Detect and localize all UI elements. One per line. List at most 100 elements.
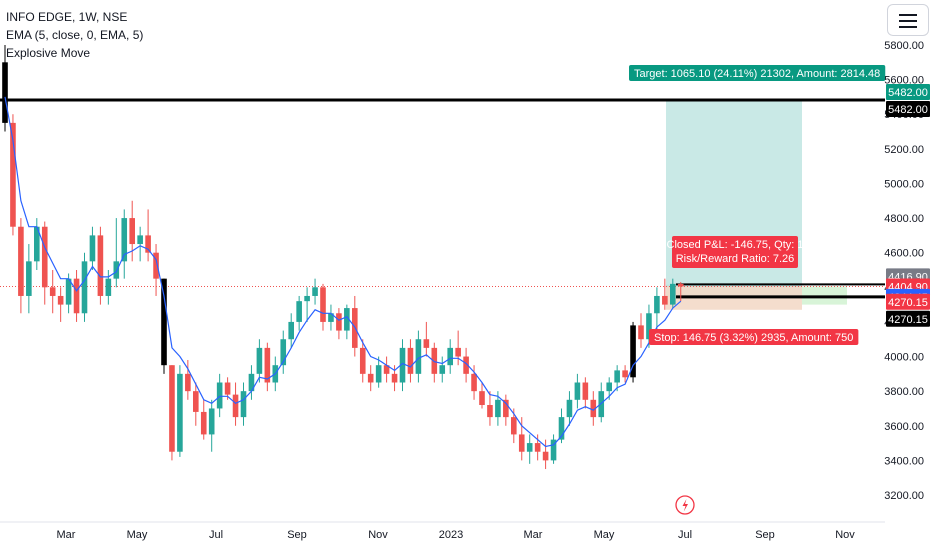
stop-label[interactable]: Stop: 146.75 (3.32%) 2935, Amount: 750 xyxy=(649,329,859,345)
candle-body xyxy=(495,399,501,418)
menu-button[interactable] xyxy=(887,4,929,36)
ema-line xyxy=(4,96,682,448)
candle xyxy=(375,356,382,388)
candle xyxy=(566,391,573,426)
candle xyxy=(2,45,8,132)
candle-body xyxy=(224,382,231,395)
indicator-label[interactable]: EMA (5, close, 0, EMA, 5) xyxy=(6,28,144,42)
x-tick-label: Mar xyxy=(57,529,76,541)
candle xyxy=(574,373,581,409)
x-tick-label: Mar xyxy=(524,529,543,541)
candle-body xyxy=(677,283,684,287)
candle-body xyxy=(248,373,255,392)
x-tick-label: May xyxy=(127,529,148,541)
candle xyxy=(161,278,167,374)
candle-body xyxy=(606,382,612,392)
candle xyxy=(542,439,549,470)
candle-body xyxy=(534,443,541,452)
candle xyxy=(670,278,676,309)
chart-legend: INFO EDGE, 1W, NSE EMA (5, close, 0, EMA… xyxy=(6,8,143,62)
candle xyxy=(65,273,72,314)
candle-body xyxy=(431,347,438,374)
candle-body xyxy=(121,218,128,262)
candle xyxy=(113,218,120,288)
candle-body xyxy=(367,373,374,383)
candle xyxy=(208,399,215,452)
candle xyxy=(336,308,342,340)
candle xyxy=(304,287,310,322)
candle-body xyxy=(526,443,533,452)
candle xyxy=(49,270,56,314)
candle-body xyxy=(304,295,310,302)
candle-body xyxy=(89,235,96,262)
y-tick-label: 4800.00 xyxy=(884,213,924,225)
candle-body xyxy=(105,278,112,296)
candle xyxy=(18,218,24,314)
candle-body xyxy=(479,391,485,405)
candle-body xyxy=(41,226,48,288)
price-labels: 5482.005482.004416.904416.904404.904344.… xyxy=(886,84,930,327)
candle xyxy=(582,377,589,409)
closed-pnl-label[interactable]: Closed P&L: -146.75, Qty: 1 Risk/Reward R… xyxy=(667,236,804,268)
lightning-icon[interactable] xyxy=(675,495,695,515)
candle-body xyxy=(328,313,334,322)
price-label-text: 4270.15 xyxy=(888,314,928,326)
candle xyxy=(89,226,96,270)
candle xyxy=(518,417,525,461)
candle xyxy=(216,373,223,418)
candle-body xyxy=(423,339,430,348)
candle-body xyxy=(590,399,597,418)
candle xyxy=(534,434,541,461)
price-label-bg xyxy=(886,310,930,327)
candle xyxy=(105,270,112,305)
candle xyxy=(463,347,469,383)
y-tick-label: 4000.00 xyxy=(884,352,924,364)
position-zones xyxy=(666,100,847,310)
candle-body xyxy=(447,347,453,366)
candle-body xyxy=(49,287,56,296)
y-tick-label: 5600.00 xyxy=(884,75,924,87)
candle-body xyxy=(383,365,390,374)
candle xyxy=(638,313,644,348)
candle-body xyxy=(57,295,64,305)
price-label-text: 5482.00 xyxy=(888,104,928,116)
candle-body xyxy=(670,283,676,305)
closed-pnl-line-2: Risk/Reward Ratio: 7.26 xyxy=(676,253,795,265)
candle-body xyxy=(622,370,628,378)
target-label[interactable]: Target: 1065.10 (24.11%) 21302, Amount: … xyxy=(629,65,886,81)
candle-body xyxy=(169,365,175,452)
candle-body xyxy=(137,235,143,245)
candle xyxy=(256,339,263,383)
candle xyxy=(630,321,636,383)
candle xyxy=(646,304,652,348)
candle-body xyxy=(177,373,183,452)
candle-body xyxy=(654,295,660,314)
candle xyxy=(447,339,453,374)
candle xyxy=(654,287,660,331)
candle-body xyxy=(399,347,406,383)
time-axis[interactable]: Mar May Jul Sep Nov 2023 Mar May Jul Sep Nov xyxy=(0,521,885,541)
candle-body xyxy=(391,373,398,383)
x-tick-label: Sep xyxy=(755,529,775,541)
closed-pnl-line-1: Closed P&L: -146.75, Qty: 1 xyxy=(667,239,804,251)
candles xyxy=(2,45,684,470)
candle-body xyxy=(375,365,382,383)
candle-body xyxy=(558,417,565,440)
candle xyxy=(97,226,104,305)
candle-body xyxy=(487,405,493,418)
candle xyxy=(383,356,390,383)
candle xyxy=(328,304,334,331)
candle xyxy=(590,391,597,426)
candle-body xyxy=(336,313,342,331)
candle-body xyxy=(97,235,104,296)
candle-body xyxy=(232,394,239,418)
price-axis[interactable]: 3200.003400.003600.003800.004000.004200.… xyxy=(884,40,924,502)
symbol-title[interactable]: INFO EDGE, 1W, NSE xyxy=(6,10,128,24)
candle-body xyxy=(320,287,326,322)
candle xyxy=(359,339,366,383)
candle xyxy=(41,221,48,305)
horizontal-levels xyxy=(0,98,885,299)
candle xyxy=(185,360,191,400)
candle-body xyxy=(193,391,199,412)
